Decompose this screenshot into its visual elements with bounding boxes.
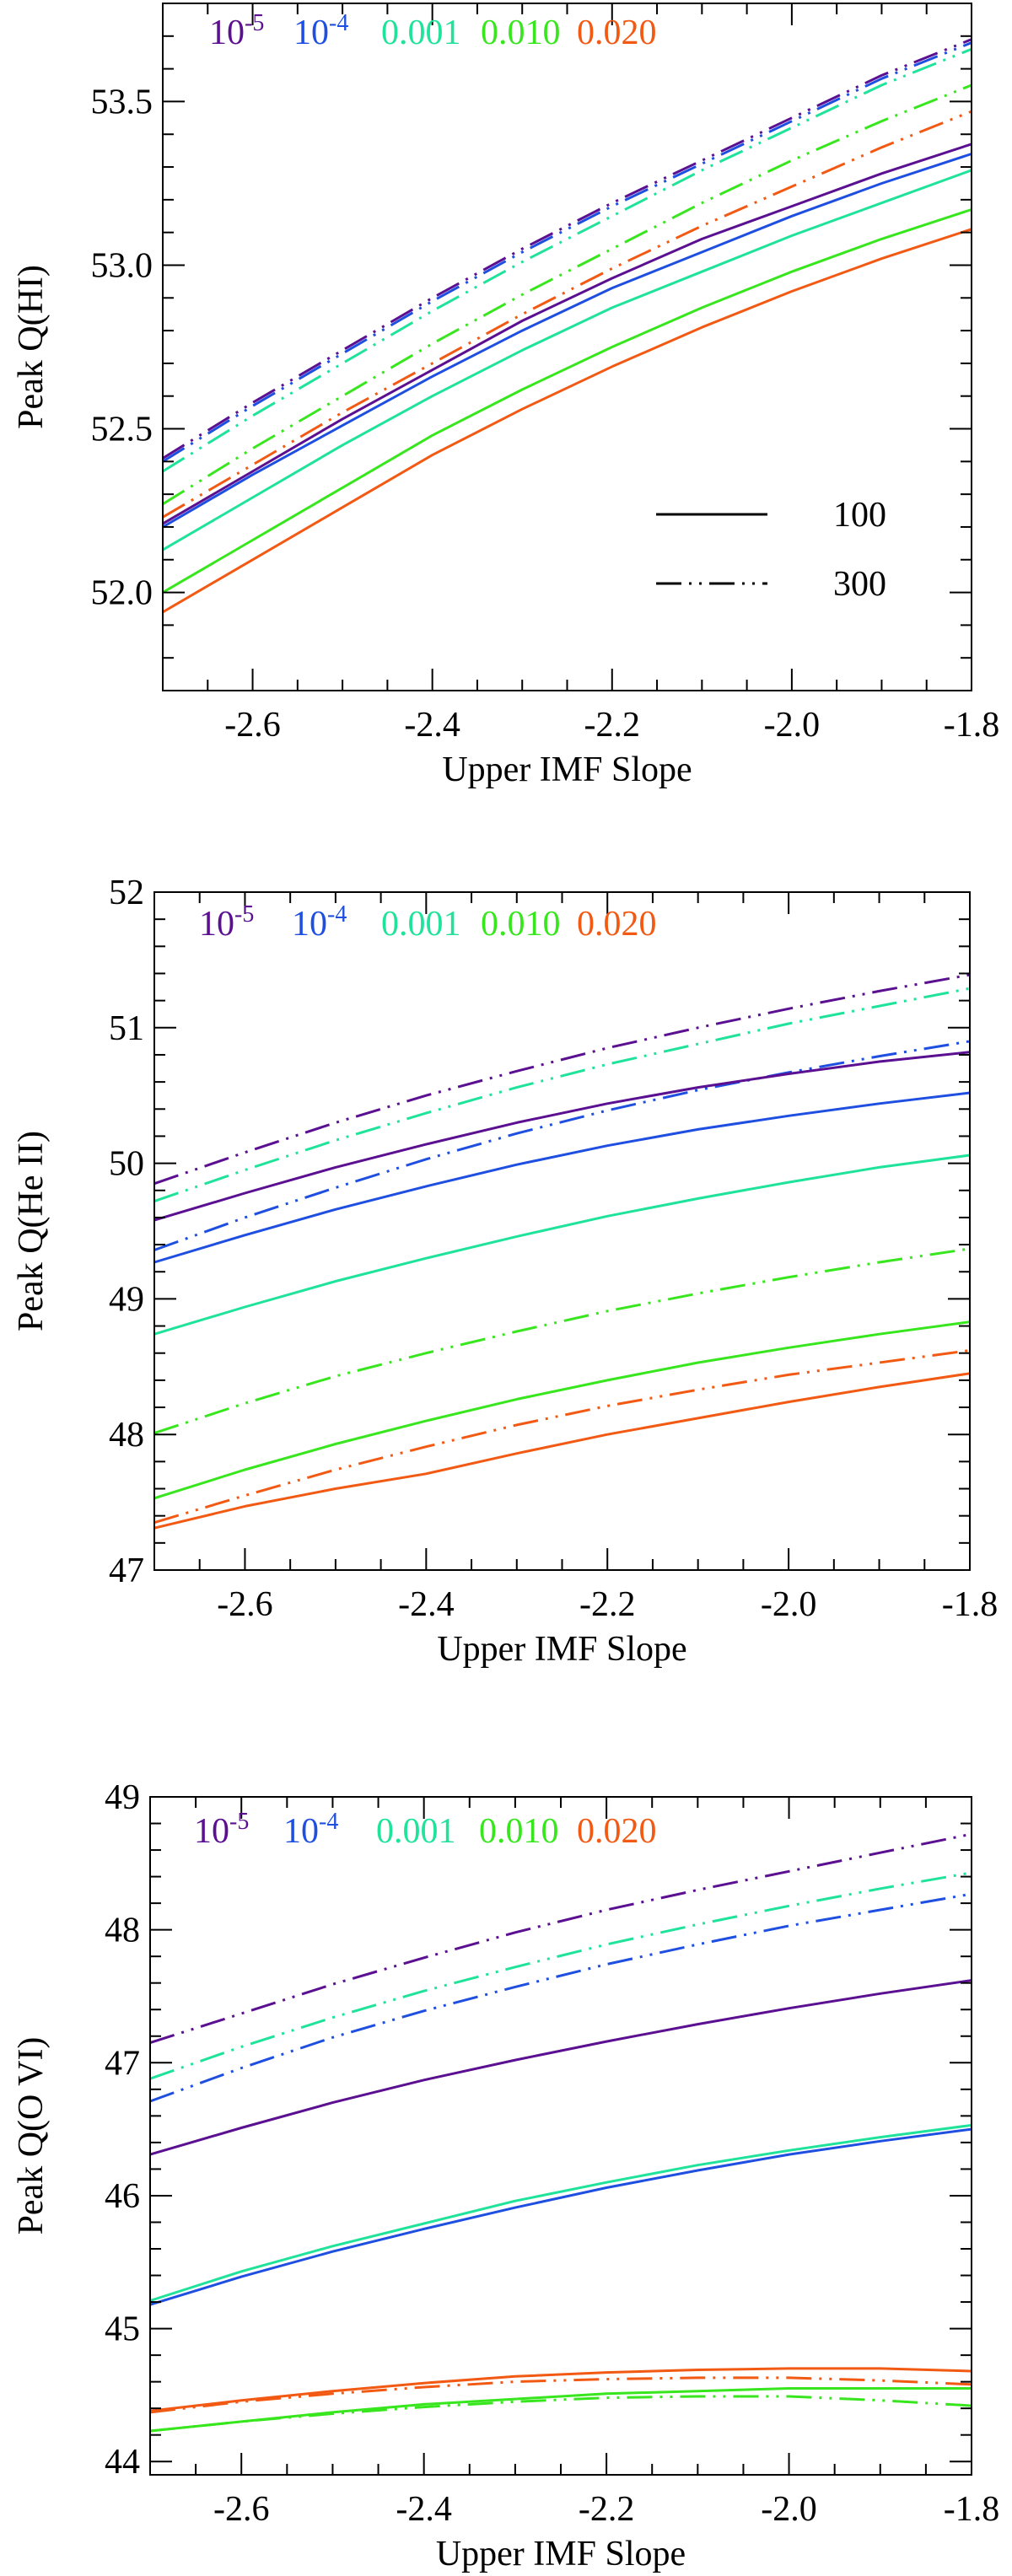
series-line-1 (149, 1832, 972, 2045)
legend-metallicity-4: 0.010 (479, 1812, 559, 1851)
legend-metallicity-2: 10-4 (292, 901, 347, 944)
x-axis-label: Upper IMF Slope (436, 2535, 686, 2573)
series-group (153, 973, 971, 1530)
plot-frame (153, 891, 971, 1571)
legend-style-label-solid: 100 (833, 496, 886, 535)
series-line-10 (149, 2395, 972, 2433)
y-tick-label: 51 (109, 1009, 144, 1048)
legend-metallicity-2: 10-4 (283, 1809, 338, 1851)
x-tick-label: -2.4 (404, 706, 460, 745)
legend-metallicity-1: 10-5 (209, 10, 264, 52)
legend-metallicity-2: 10-4 (293, 10, 348, 52)
legend-style-label-dashdot: 300 (833, 565, 886, 604)
y-tick-label: 53.5 (91, 83, 153, 121)
x-tick-label: -2.0 (761, 2490, 817, 2529)
chart-panel-1: -2.6 -2.4 -2.2 -2.0 -1.8 52.0 52.5 53.0 53.5 Uppe… (12, 3, 999, 789)
series-line-3 (162, 169, 972, 551)
series-line-5 (162, 228, 972, 614)
x-tick-label: -2.6 (217, 1585, 273, 1624)
series-line-2 (162, 153, 972, 529)
x-tick-label: -1.8 (944, 2490, 1000, 2529)
series-line-1 (162, 143, 972, 525)
legend-metallicity-5: 0.020 (577, 905, 657, 944)
x-axis-label: Upper IMF Slope (442, 750, 692, 789)
legend-exponent: -5 (229, 1809, 249, 1835)
y-tick-label: 52.5 (91, 411, 153, 449)
series-line-4 (149, 1979, 972, 2156)
series-line-8 (162, 47, 972, 473)
series-line-3 (153, 1040, 971, 1251)
series-line-5 (149, 2123, 972, 2302)
y-tick-label: 48 (105, 1912, 140, 1950)
series-line-10 (153, 1372, 971, 1530)
series-line-10 (162, 110, 972, 519)
legend-metallicity-3: 0.001 (381, 13, 461, 52)
legend-metallicity-1: 10-5 (199, 901, 254, 944)
x-tick-label: -1.8 (944, 706, 1000, 745)
series-line-4 (162, 208, 972, 594)
y-axis-label: Peak Q(HI) (12, 265, 51, 429)
series-line-6 (149, 2127, 972, 2306)
legend-metallicity-4: 0.010 (481, 905, 561, 944)
legend-exponent: -4 (319, 1809, 338, 1835)
legend-metallicity-1: 10-5 (194, 1809, 249, 1851)
x-tick-label: -1.8 (942, 1585, 999, 1624)
y-tick-label: 52 (109, 874, 144, 912)
legend-exponent: -4 (327, 901, 347, 928)
series-line-8 (149, 2376, 972, 2414)
y-tick-label: 50 (109, 1145, 144, 1184)
plot-frame (149, 1796, 972, 2476)
legend-metallicity-3: 0.001 (376, 1812, 456, 1851)
series-line-7 (153, 1247, 971, 1435)
x-tick-label: -2.6 (224, 706, 281, 745)
x-axis-label: Upper IMF Slope (437, 1630, 686, 1669)
series-line-2 (149, 1871, 972, 2080)
y-tick-label: 45 (105, 2310, 140, 2349)
series-group (162, 38, 972, 614)
series-line-7 (162, 41, 972, 463)
series-line-5 (153, 1091, 971, 1264)
legend-metallicity-5: 0.020 (577, 13, 657, 52)
series-line-6 (153, 1154, 971, 1336)
legend-metallicity-5: 0.020 (577, 1812, 657, 1851)
series-line-6 (162, 38, 972, 460)
y-axis-label: Peak Q(He II) (12, 1131, 51, 1331)
y-tick-label: 53.0 (91, 246, 153, 285)
series-line-8 (153, 1320, 971, 1500)
chart-panel-3: -2.6 -2.4 -2.2 -2.0 -1.8 44 45 46 47 48 49 Upper IM… (12, 1778, 999, 2573)
x-tick-label: -2.4 (398, 1585, 455, 1624)
legend-metallicity-4: 0.010 (481, 13, 561, 52)
series-line-7 (149, 2367, 972, 2412)
x-tick-label: -2.2 (579, 1585, 636, 1624)
legend-exponent: -5 (234, 901, 254, 928)
y-tick-label: 44 (105, 2443, 140, 2482)
legend-exponent: -4 (329, 10, 348, 36)
series-line-4 (153, 1051, 971, 1222)
x-tick-label: -2.0 (764, 706, 821, 745)
series-group (149, 1832, 972, 2433)
chart-panel-2: -2.6 -2.4 -2.2 -2.0 -1.8 47 48 49 50 51 52 Upper IM… (12, 874, 998, 1669)
y-tick-label: 49 (109, 1280, 144, 1319)
series-line-9 (149, 2387, 972, 2433)
y-tick-label: 47 (105, 2044, 140, 2083)
legend-metallicity-3: 0.001 (381, 905, 461, 944)
series-line-9 (162, 83, 972, 506)
series-line-1 (153, 973, 971, 1186)
x-tick-label: -2.2 (584, 706, 641, 745)
y-tick-label: 47 (109, 1552, 144, 1590)
y-tick-label: 46 (105, 2177, 140, 2216)
y-axis-label: Peak Q(O VI) (12, 2037, 51, 2235)
series-line-9 (153, 1349, 971, 1525)
series-line-3 (149, 1892, 972, 2103)
x-tick-label: -2.4 (396, 2490, 452, 2529)
legend-exponent: -5 (245, 10, 264, 36)
x-tick-label: -2.2 (579, 2490, 635, 2529)
x-tick-label: -2.0 (761, 1585, 817, 1624)
x-tick-label: -2.6 (213, 2490, 270, 2529)
series-line-2 (153, 987, 971, 1203)
y-tick-label: 49 (105, 1778, 140, 1817)
y-tick-label: 52.0 (91, 574, 153, 613)
y-tick-label: 48 (109, 1416, 144, 1455)
